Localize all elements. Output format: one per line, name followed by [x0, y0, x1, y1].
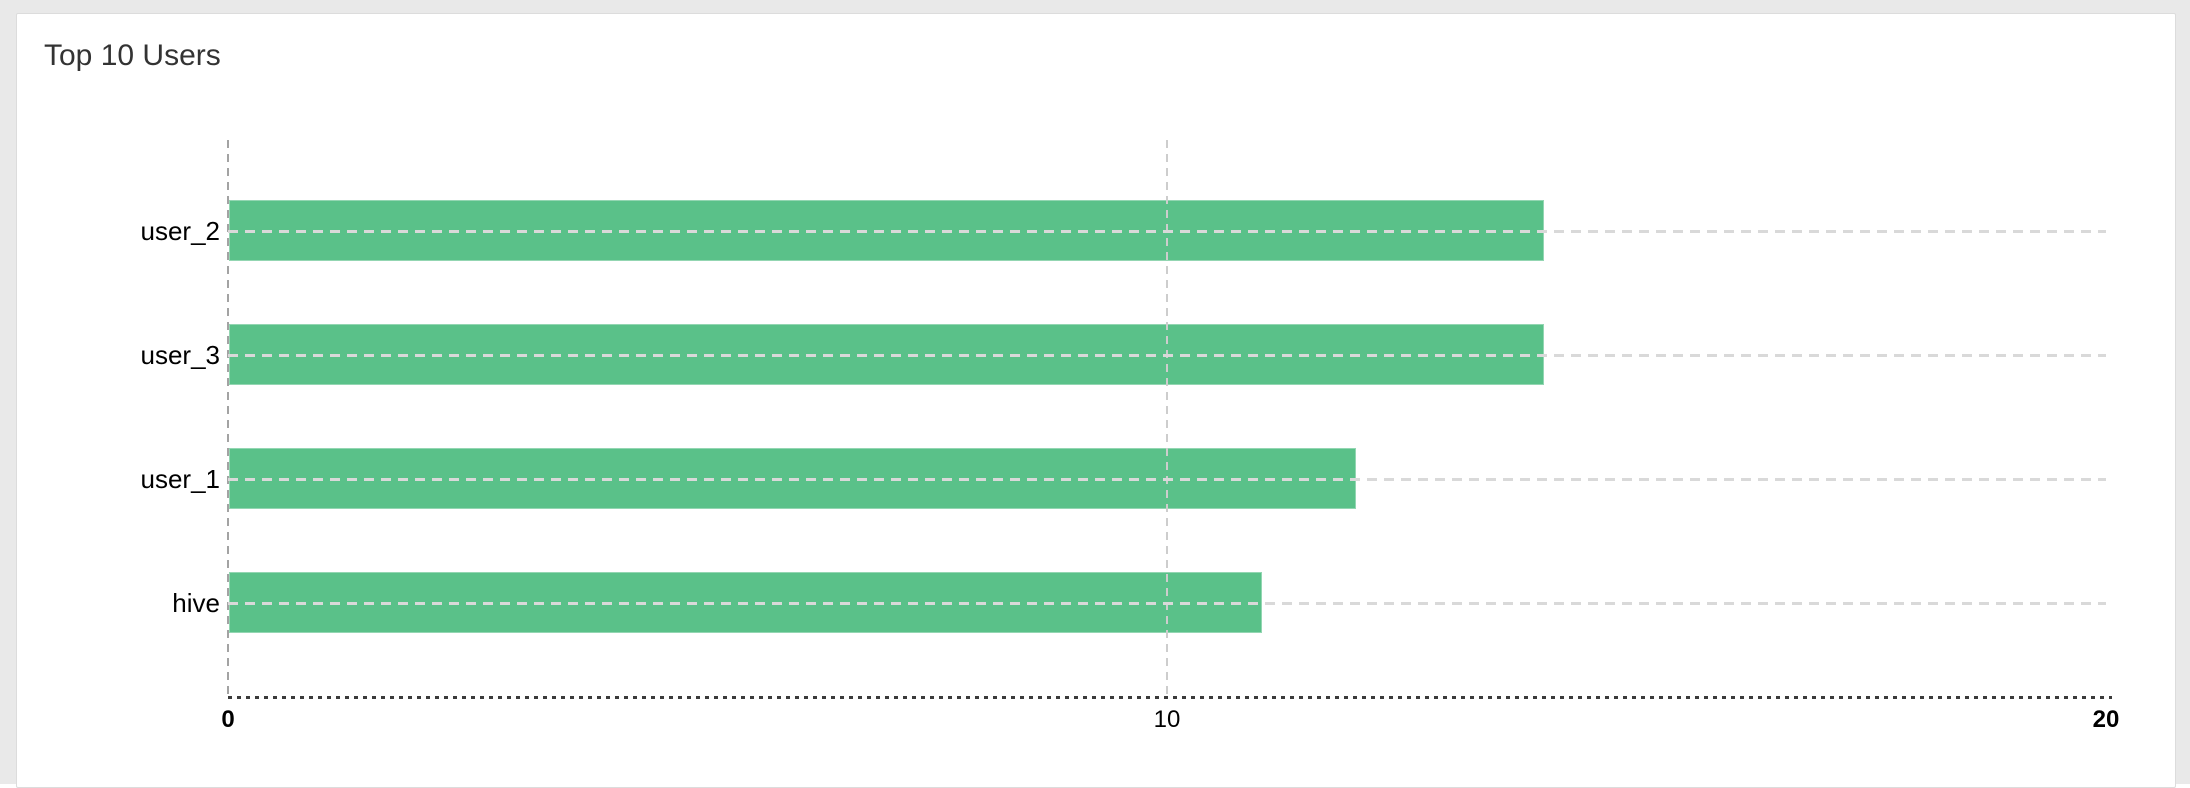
x-axis-line — [228, 696, 2112, 699]
y-axis-label-user_3: user_3 — [140, 339, 221, 370]
axis-zero-line — [227, 140, 229, 696]
chart-title: Top 10 Users — [44, 39, 221, 72]
gridline-horizontal — [228, 230, 2106, 233]
y-axis-label-hive: hive — [172, 587, 220, 618]
y-axis-label-user_2: user_2 — [140, 215, 221, 246]
x-axis-tick-10: 10 — [1153, 706, 1181, 733]
x-axis-tick-20: 20 — [2092, 706, 2120, 733]
y-axis-label-user_1: user_1 — [140, 463, 221, 494]
gridline-horizontal — [228, 602, 2106, 605]
x-axis-tick-0: 0 — [221, 706, 235, 733]
gridline-horizontal — [228, 354, 2106, 357]
gridline-horizontal — [228, 478, 2106, 481]
gridline-vertical — [1166, 140, 1168, 696]
